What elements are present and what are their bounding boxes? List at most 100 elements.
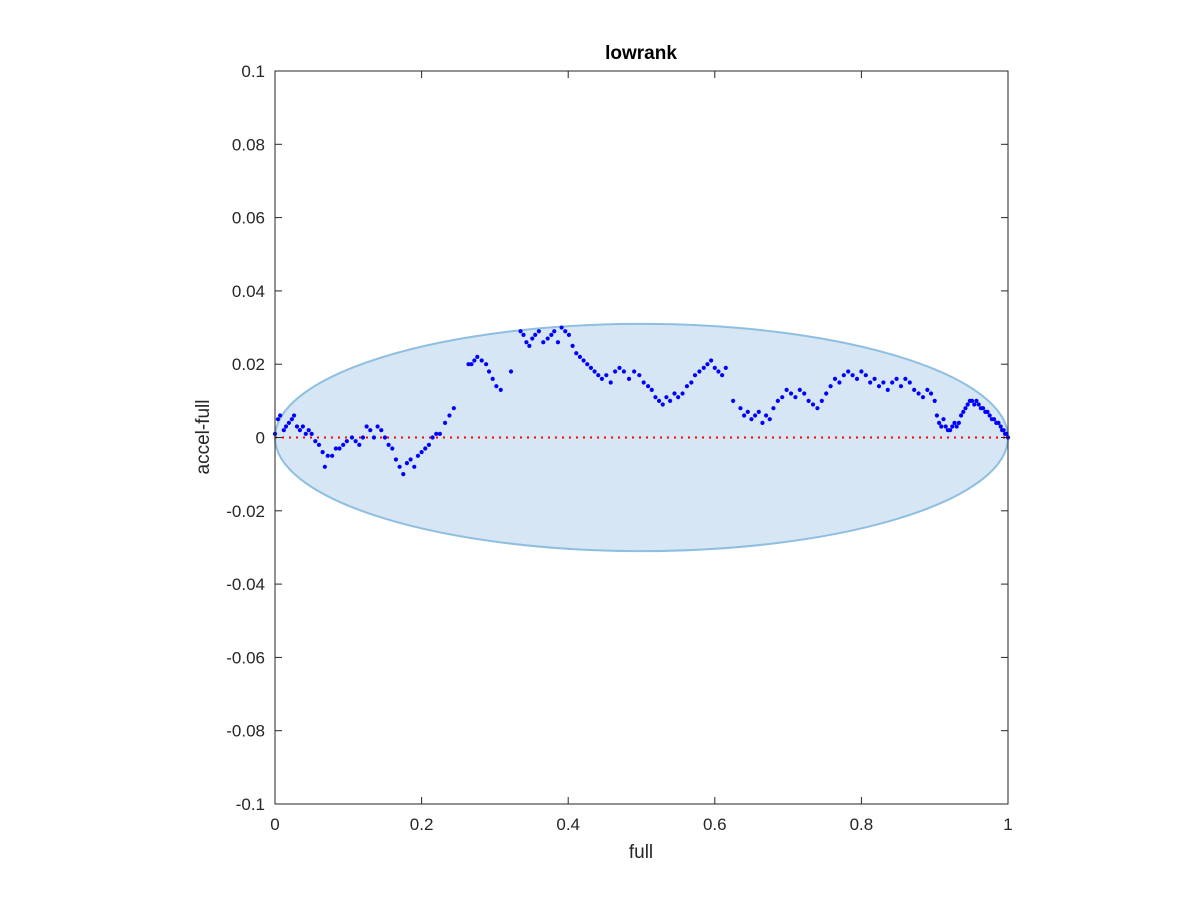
data-point: [286, 420, 292, 425]
data-point: [868, 380, 873, 385]
data-point: [344, 439, 349, 444]
data-point: [872, 376, 877, 381]
data-point: [936, 420, 942, 425]
y-tick-label: -0.06: [226, 648, 265, 667]
y-tick-label: -0.04: [226, 575, 265, 594]
data-point: [709, 358, 714, 363]
data-point: [303, 431, 308, 436]
data-point: [697, 369, 702, 374]
data-point: [368, 428, 373, 433]
data-point: [1001, 428, 1006, 433]
data-point: [330, 453, 335, 458]
data-point: [954, 424, 959, 429]
data-point: [903, 376, 908, 381]
data-point: [961, 409, 966, 414]
data-point: [952, 420, 957, 425]
data-point: [472, 358, 477, 363]
data-point: [291, 413, 297, 418]
data-point: [828, 384, 833, 389]
data-point: [965, 402, 970, 407]
data-point: [653, 395, 658, 400]
data-point: [788, 391, 794, 396]
data-point: [588, 365, 594, 370]
data-point: [530, 336, 535, 341]
x-axis-label: full: [629, 842, 653, 863]
data-point: [604, 373, 609, 378]
chart-title: lowrank: [605, 43, 677, 64]
data-point: [885, 387, 890, 392]
data-point: [832, 376, 838, 381]
data-point: [521, 332, 526, 337]
data-point: [585, 362, 590, 367]
data-point: [837, 380, 842, 385]
data-point: [881, 380, 886, 385]
data-point: [549, 332, 554, 337]
data-point: [660, 402, 665, 407]
x-tick-label: 0.4: [556, 815, 580, 834]
data-point: [876, 384, 882, 389]
data-point: [617, 365, 622, 370]
data-point: [349, 435, 355, 440]
data-point: [802, 391, 807, 396]
data-point: [767, 417, 772, 422]
data-point: [934, 413, 939, 418]
data-point: [626, 376, 632, 381]
data-point: [577, 354, 583, 359]
data-point: [912, 387, 917, 392]
data-point: [712, 365, 717, 370]
data-point: [397, 464, 402, 469]
data-point: [859, 369, 864, 374]
data-point: [484, 362, 489, 367]
data-point: [275, 417, 281, 422]
data-point: [555, 340, 561, 345]
data-point: [309, 431, 314, 436]
data-point: [680, 391, 685, 396]
data-point: [608, 380, 613, 385]
data-point: [442, 420, 448, 425]
data-point: [313, 439, 318, 444]
data-point: [784, 387, 789, 392]
data-point: [898, 384, 904, 389]
data-point: [676, 395, 681, 400]
data-point: [300, 424, 305, 429]
data-point: [941, 417, 946, 422]
data-point: [283, 424, 289, 429]
data-point: [705, 362, 710, 367]
data-point: [649, 387, 654, 392]
data-point: [731, 398, 736, 403]
data-point: [920, 395, 926, 400]
data-point: [907, 380, 912, 385]
data-point: [325, 453, 330, 458]
data-point: [469, 362, 474, 367]
plot-area: [272, 71, 1011, 804]
y-tick-label: 0.04: [232, 282, 265, 301]
data-point: [771, 406, 776, 411]
data-point: [430, 435, 435, 440]
data-point: [846, 369, 851, 374]
data-point: [371, 435, 377, 440]
x-tick-label: 0.6: [703, 815, 727, 834]
x-axis-ticks: 0 0.2 0.4 0.6 0.8 1: [270, 71, 1013, 834]
data-point: [810, 402, 816, 407]
data-point: [749, 417, 754, 422]
data-point: [753, 413, 758, 418]
data-point: [552, 329, 557, 334]
data-point: [423, 446, 428, 451]
y-tick-label: 0.02: [232, 355, 265, 374]
data-point: [574, 351, 579, 356]
data-point: [419, 450, 424, 455]
data-point: [963, 406, 968, 411]
data-point: [412, 464, 417, 469]
data-point: [596, 373, 601, 378]
data-point: [360, 435, 366, 440]
data-point: [890, 380, 895, 385]
data-point: [645, 384, 651, 389]
data-point: [664, 395, 669, 400]
data-point: [393, 457, 399, 462]
y-tick-label: -0.08: [226, 722, 265, 741]
data-point: [486, 369, 492, 374]
data-point: [956, 420, 961, 425]
y-axis-ticks: -0.1 -0.08 -0.06 -0.04 -0.02 0 0.02 0.04 0.06 0.0…: [226, 62, 1008, 814]
data-point: [797, 387, 802, 392]
